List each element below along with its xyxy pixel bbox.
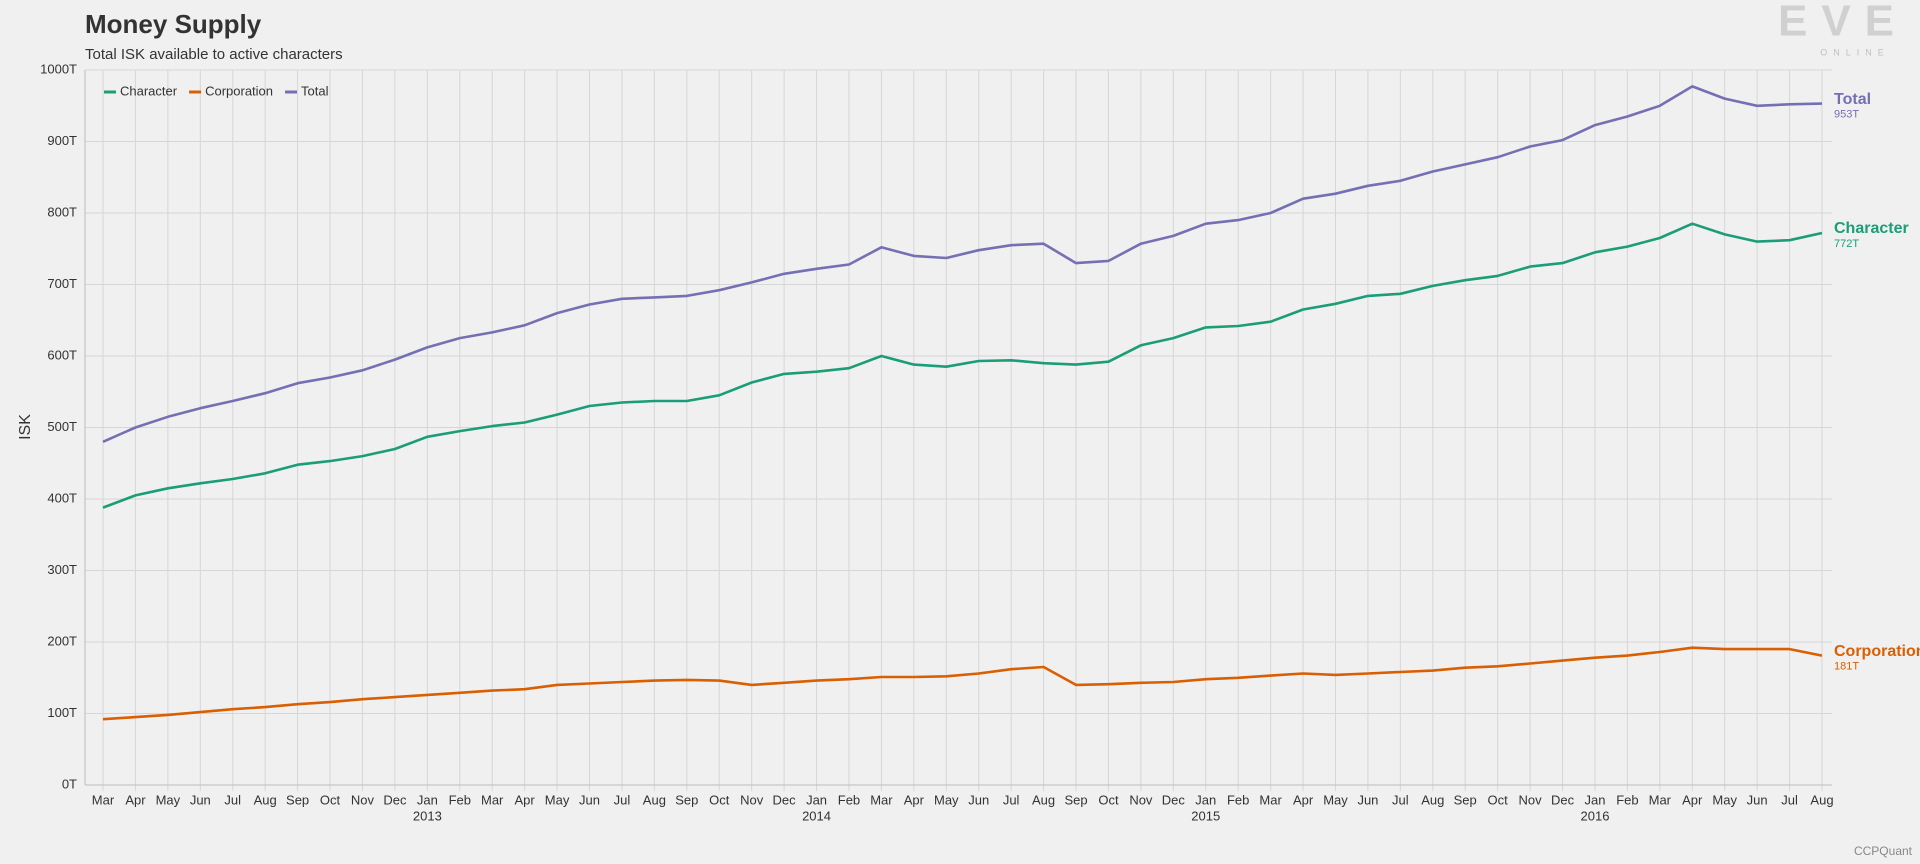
x-tick-label: Oct (320, 792, 341, 807)
y-tick-label: 300T (47, 562, 77, 577)
series-line (102, 85, 1823, 443)
x-tick-label: Jul (1392, 792, 1409, 807)
x-tick-label: Jan (806, 792, 827, 807)
x-tick-label: May (545, 792, 570, 807)
x-tick-label: Jul (1003, 792, 1020, 807)
x-tick-label: Sep (286, 792, 309, 807)
x-tick-label: Jul (1781, 792, 1798, 807)
x-tick-label: Jan (1584, 792, 1605, 807)
x-tick-label: Jul (224, 792, 241, 807)
x-tick-label: Apr (1293, 792, 1314, 807)
x-tick-label: Mar (481, 792, 504, 807)
x-tick-label: Mar (1259, 792, 1282, 807)
x-tick-label: Mar (1649, 792, 1672, 807)
year-label: 2015 (1191, 808, 1220, 823)
end-value: 953T (1834, 109, 1859, 121)
x-tick-label: Sep (1064, 792, 1087, 807)
credit: CCPQuant (1854, 844, 1913, 858)
x-tick-label: Feb (449, 792, 471, 807)
x-tick-label: Oct (1098, 792, 1119, 807)
x-tick-label: Jun (1747, 792, 1768, 807)
x-tick-label: May (156, 792, 181, 807)
y-tick-label: 500T (47, 419, 77, 434)
logo: EVE (1778, 0, 1908, 46)
end-label: Character (1834, 220, 1909, 237)
x-tick-label: Jan (417, 792, 438, 807)
y-axis-label: ISK (17, 414, 34, 440)
x-tick-label: Nov (740, 792, 764, 807)
y-tick-label: 800T (47, 204, 77, 219)
end-label: Total (1834, 91, 1871, 108)
x-tick-label: Jun (190, 792, 211, 807)
year-label: 2013 (413, 808, 442, 823)
x-tick-label: May (1712, 792, 1737, 807)
y-tick-label: 400T (47, 490, 77, 505)
legend-label: Corporation (205, 83, 273, 98)
series-line (102, 222, 1823, 509)
x-tick-label: Aug (254, 792, 277, 807)
x-tick-label: Nov (351, 792, 375, 807)
x-tick-label: Aug (643, 792, 666, 807)
y-tick-label: 900T (47, 133, 77, 148)
x-tick-label: Oct (709, 792, 730, 807)
y-tick-label: 600T (47, 347, 77, 362)
x-tick-label: Nov (1129, 792, 1153, 807)
x-tick-label: Feb (1616, 792, 1638, 807)
x-tick-label: Sep (675, 792, 698, 807)
y-tick-label: 100T (47, 705, 77, 720)
end-value: 772T (1834, 238, 1859, 250)
logo-sub: ONLINE (1820, 47, 1890, 57)
year-label: 2016 (1581, 808, 1610, 823)
legend-label: Character (120, 83, 178, 98)
y-tick-label: 1000T (40, 61, 77, 76)
year-label: 2014 (802, 808, 831, 823)
series-line (102, 646, 1823, 721)
chart-subtitle: Total ISK available to active characters (85, 46, 343, 63)
x-tick-label: Apr (1682, 792, 1703, 807)
x-tick-label: Apr (904, 792, 925, 807)
y-tick-label: 0T (62, 776, 77, 791)
x-tick-label: Mar (870, 792, 893, 807)
x-tick-label: Aug (1421, 792, 1444, 807)
y-tick-label: 700T (47, 276, 77, 291)
x-tick-label: Jun (1357, 792, 1378, 807)
x-tick-label: Mar (92, 792, 115, 807)
end-label: Corporation (1834, 643, 1920, 660)
x-tick-label: Dec (773, 792, 797, 807)
y-tick-label: 200T (47, 633, 77, 648)
x-tick-label: Apr (125, 792, 146, 807)
x-tick-label: Dec (1551, 792, 1575, 807)
chart-title: Money Supply (85, 9, 262, 39)
x-tick-label: Jun (968, 792, 989, 807)
x-tick-label: Nov (1519, 792, 1543, 807)
x-tick-label: Sep (1454, 792, 1477, 807)
x-tick-label: Oct (1488, 792, 1509, 807)
x-tick-label: Jul (614, 792, 631, 807)
end-value: 181T (1834, 660, 1859, 672)
x-tick-label: Aug (1810, 792, 1833, 807)
x-tick-label: Dec (1162, 792, 1186, 807)
x-tick-label: May (1323, 792, 1348, 807)
x-tick-label: Apr (515, 792, 536, 807)
x-tick-label: Jan (1195, 792, 1216, 807)
x-tick-label: May (934, 792, 959, 807)
x-tick-label: Feb (1227, 792, 1249, 807)
x-tick-label: Dec (383, 792, 407, 807)
x-tick-label: Aug (1032, 792, 1055, 807)
x-tick-label: Jun (579, 792, 600, 807)
x-tick-label: Feb (838, 792, 860, 807)
legend-label: Total (301, 83, 329, 98)
